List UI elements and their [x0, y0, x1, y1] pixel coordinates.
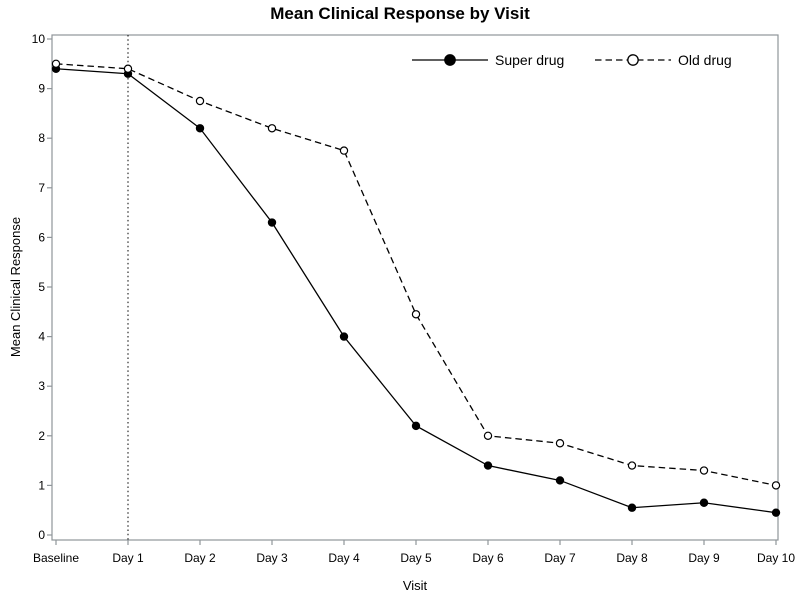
super-drug-line: [55, 68, 777, 514]
y-tick-label: 0: [38, 528, 45, 542]
old-drug-marker: [123, 64, 133, 73]
x-tick-label: Day 3: [256, 551, 288, 565]
x-tick-label: Day 1: [112, 551, 144, 565]
old-drug-marker: [195, 96, 205, 106]
y-tick-label: 7: [38, 181, 45, 195]
x-tick-label: Day 8: [616, 551, 648, 565]
super-drug-marker: [411, 421, 421, 431]
y-tick-label: 3: [38, 379, 45, 393]
y-tick-label: 6: [38, 230, 45, 244]
y-tick-label: 8: [38, 131, 45, 145]
legend-label-super-drug: Super drug: [495, 52, 564, 68]
x-tick-label: Day 6: [472, 551, 504, 565]
x-axis-title: Visit: [403, 578, 428, 593]
x-tick-label: Day 9: [688, 551, 720, 565]
old-drug-marker: [267, 124, 277, 133]
super-drug-marker: [627, 503, 637, 512]
y-axis-title: Mean Clinical Response: [8, 217, 23, 357]
old-drug-marker: [411, 310, 421, 319]
y-tick-label: 9: [38, 82, 45, 96]
legend-marker-super-drug: [444, 54, 456, 66]
plot-area: 0 1 2 3 4 5 6 7 8 9 10 Baseline Day 1 Day 2 Day 3 Day 4…: [32, 32, 796, 565]
super-drug-marker: [699, 498, 709, 507]
x-tick-label: Day 7: [544, 551, 576, 565]
old-drug-marker: [771, 481, 781, 490]
legend-label-old-drug: Old drug: [678, 52, 732, 68]
plot-border: [51, 34, 779, 541]
old-drug-marker: [483, 431, 493, 440]
y-tick-label: 10: [32, 32, 46, 46]
x-tick-label: Baseline: [33, 551, 79, 565]
x-tick-label: Day 5: [400, 551, 432, 565]
y-tick-label: 4: [38, 330, 45, 344]
x-tick-label: Day 4: [328, 551, 360, 565]
super-drug-marker: [483, 461, 493, 470]
super-drug-marker: [195, 124, 205, 133]
super-drug-marker: [771, 508, 781, 517]
legend-marker-old-drug: [627, 54, 639, 66]
y-tick-label: 1: [38, 478, 45, 492]
old-drug-marker: [339, 146, 349, 155]
y-tick-label: 2: [38, 429, 45, 443]
old-drug-marker: [699, 466, 709, 475]
chart-title: Mean Clinical Response by Visit: [270, 4, 530, 23]
super-drug-marker: [267, 218, 277, 227]
super-drug-marker: [339, 332, 349, 341]
old-drug-marker: [555, 439, 565, 448]
y-tick-label: 5: [38, 280, 45, 294]
x-tick-label: Day 10: [757, 551, 795, 565]
super-drug-marker: [555, 476, 565, 485]
old-drug-marker: [51, 59, 61, 69]
old-drug-marker: [627, 461, 637, 470]
x-tick-label: Day 2: [184, 551, 216, 565]
